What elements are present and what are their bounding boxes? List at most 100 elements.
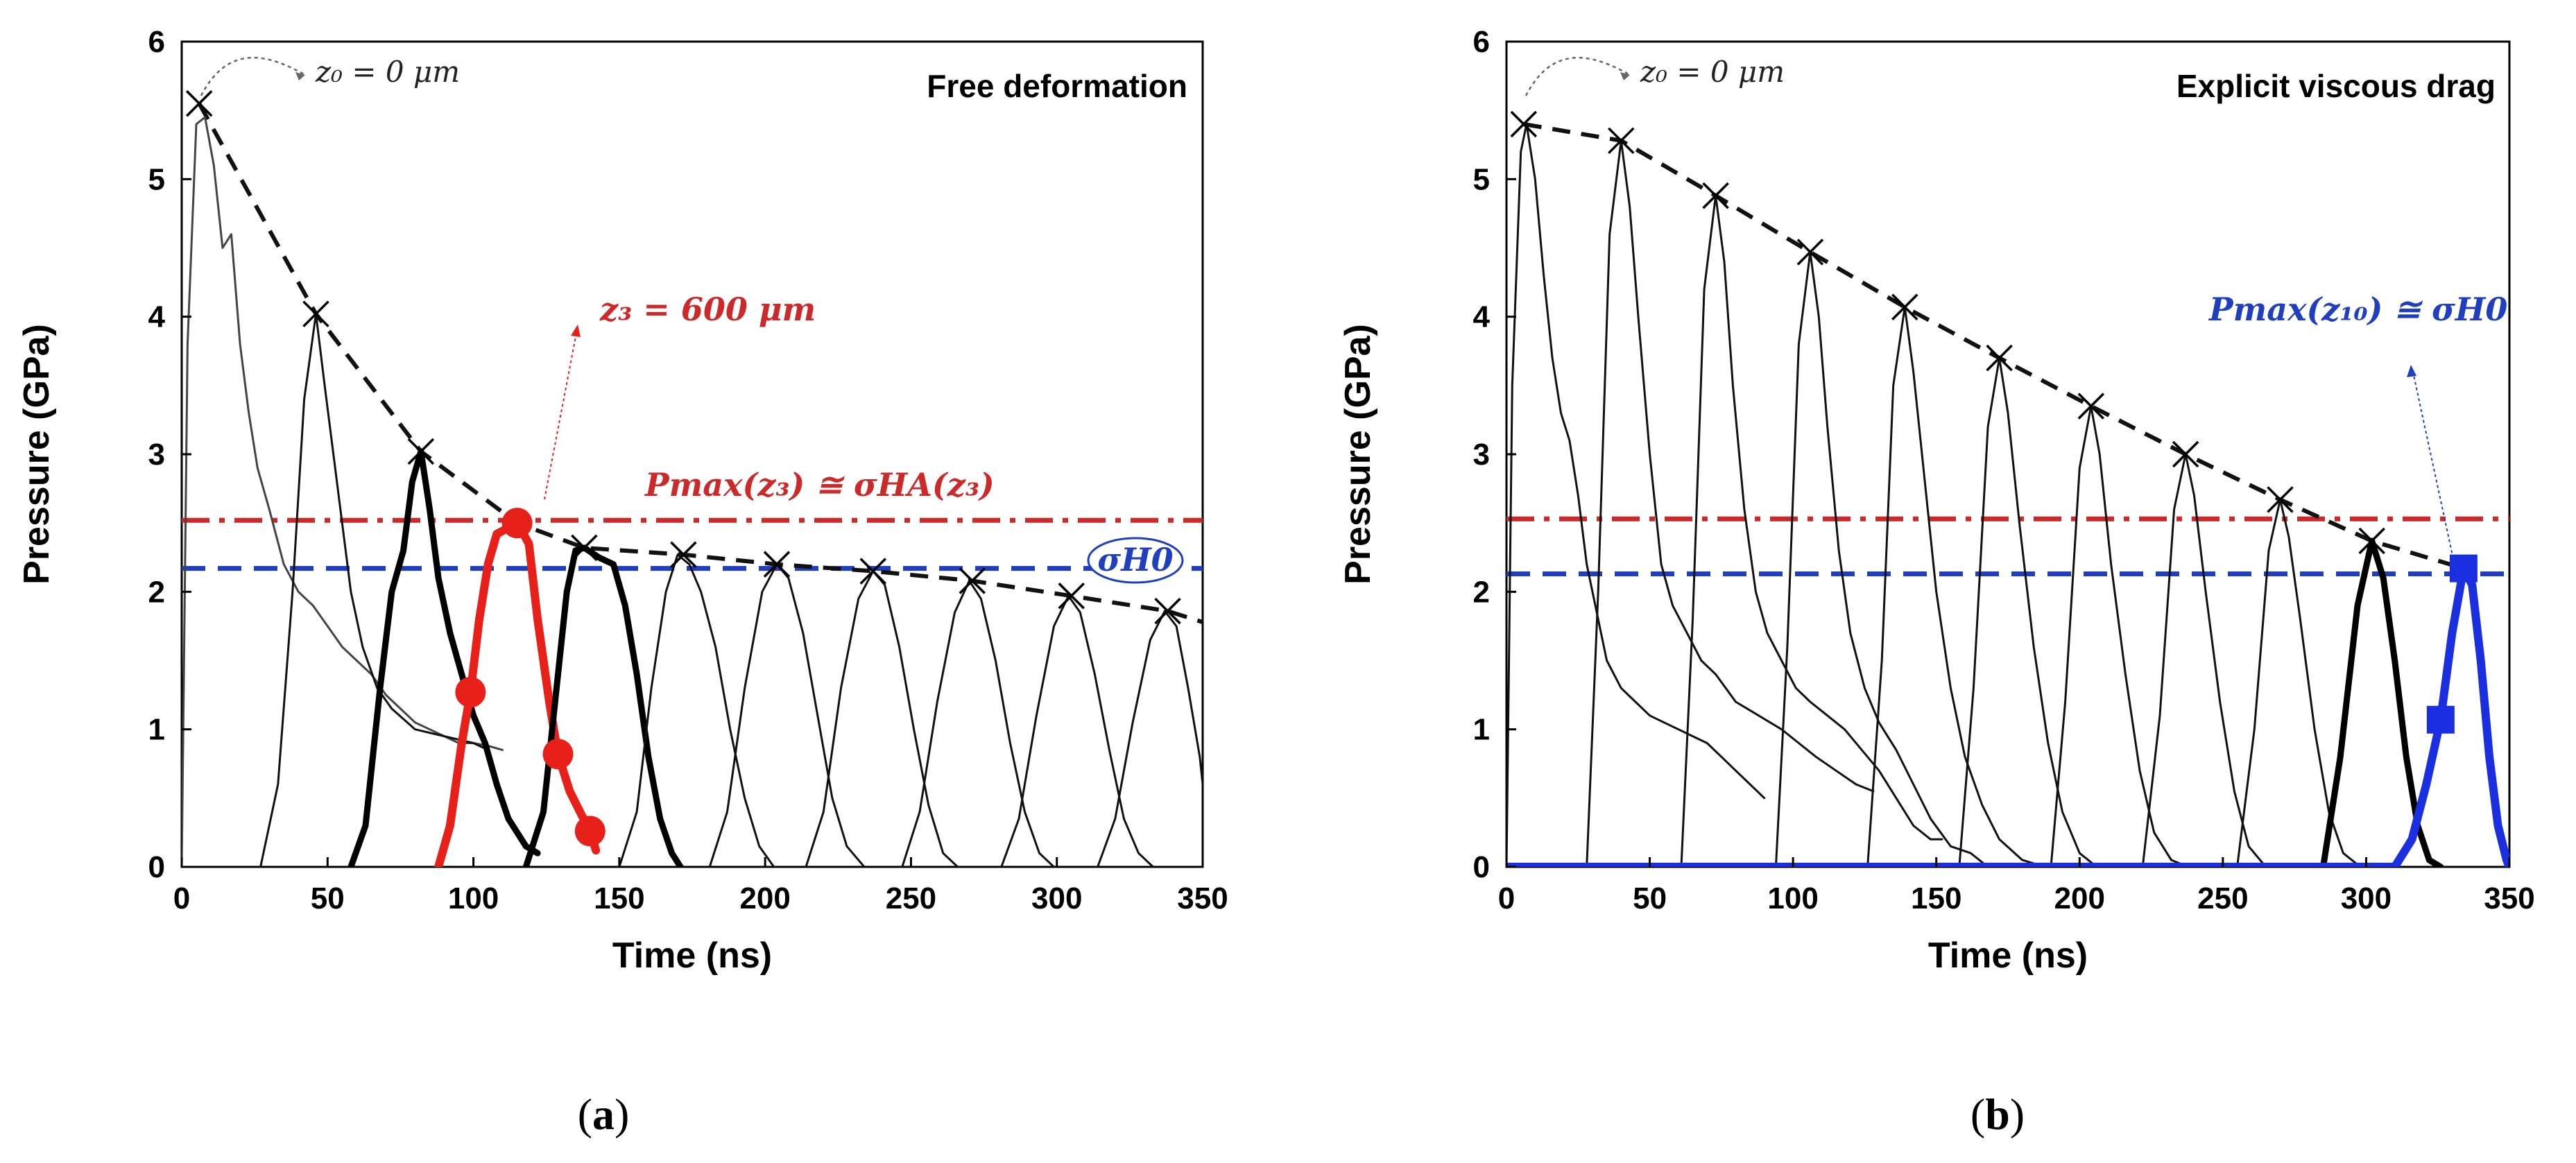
- z3-arrowhead-a: [571, 325, 581, 337]
- series-z0-line: [182, 116, 504, 867]
- x-tick-label: 300: [1031, 881, 1082, 915]
- sigma-h0-annotation-a: σH0: [1097, 541, 1173, 578]
- panel-title-b: Explicit viscous drag: [2176, 68, 2496, 104]
- y-tick-label: 3: [1473, 438, 1490, 472]
- y-tick-label: 2: [148, 575, 165, 609]
- y-tick-label: 4: [1473, 300, 1491, 334]
- series-z5-line: [618, 553, 775, 867]
- x-tick-label: 100: [448, 881, 499, 915]
- series-z4-line: [522, 544, 684, 867]
- series-z2-line: [1680, 194, 1943, 867]
- series-z3-marker: [542, 739, 574, 770]
- peak-x-marker: [1608, 127, 1635, 155]
- z0-arrow-b: [1525, 56, 1631, 96]
- series-z7-line: [2141, 453, 2267, 867]
- peak-envelope-line: [1523, 122, 2464, 571]
- y-tick-label: 0: [148, 850, 165, 884]
- z3-arrow-a: [544, 325, 578, 500]
- peak-x-marker: [407, 438, 435, 465]
- series-z6-line: [2050, 405, 2190, 867]
- x-tick-label: 250: [2197, 881, 2248, 915]
- peak-x-marker: [959, 567, 986, 594]
- peak-x-marker: [1702, 182, 1729, 209]
- series-z3-marker: [501, 508, 533, 539]
- series-z10-marker: [2426, 705, 2455, 734]
- peak-x-marker: [1058, 583, 1085, 610]
- y-tick-label: 1: [1473, 713, 1490, 747]
- x-tick-label: 150: [594, 881, 644, 915]
- x-tick-label: 50: [1633, 881, 1667, 915]
- x-tick-label: 150: [1911, 881, 1961, 915]
- series-z10-marker: [2449, 554, 2478, 583]
- z3-annotation-a: z₃ = 600 μm: [599, 291, 816, 328]
- peak-x-marker: [2267, 486, 2294, 513]
- x-tick-label: 300: [2341, 881, 2392, 915]
- peak-x-marker: [859, 558, 886, 585]
- pmax-annotation-b: Pmax(z₁₀) ≅ σH0: [2208, 291, 2507, 328]
- y-tick-label: 2: [1473, 575, 1490, 609]
- peak-envelope-line: [197, 102, 1203, 624]
- y-tick-label: 1: [148, 713, 165, 747]
- subfigure-caption-b: (b): [1970, 1089, 2025, 1139]
- subfigure-caption-a: (a): [578, 1089, 630, 1139]
- z0-annotation-b: z₀ = 0 μm: [1640, 55, 1785, 89]
- x-tick-label: 200: [2054, 881, 2105, 915]
- panel-title-a: Free deformation: [927, 68, 1187, 104]
- y-tick-label: 3: [148, 438, 165, 472]
- series-z2-line: [347, 448, 541, 867]
- z0-arrow-a: [200, 56, 306, 96]
- series-z1-line: [259, 313, 490, 867]
- x-tick-label: 350: [1177, 881, 1228, 915]
- y-axis-label-a: Pressure (GPa): [17, 324, 57, 585]
- series-z3-line: [1774, 251, 1989, 867]
- pmax-arrow-b: [2412, 368, 2461, 592]
- series-z3-marker: [455, 677, 486, 708]
- series-z8-line: [2236, 499, 2362, 867]
- peak-x-marker: [2077, 393, 2105, 420]
- series-z1-line: [1586, 139, 1875, 867]
- peak-x-marker: [185, 90, 213, 117]
- pmax-annotation-a: Pmax(z₃) ≅ σHA(z₃): [644, 466, 995, 503]
- pmax-arrowhead-b: [2407, 365, 2416, 377]
- series-z10-line: [1097, 610, 1203, 867]
- plot-frame-b: [1505, 40, 2511, 868]
- series-z8-line: [901, 580, 1055, 867]
- series-z5-line: [1958, 356, 2098, 867]
- series-z9-line: [2320, 537, 2444, 867]
- series-z3-marker: [574, 816, 606, 847]
- y-tick-label: 5: [1473, 162, 1490, 196]
- sigma-h0-badge-a: [1087, 537, 1184, 584]
- series-z7-line: [805, 570, 959, 867]
- peak-x-marker: [1796, 239, 1824, 266]
- peak-x-marker: [302, 300, 329, 327]
- x-tick-label: 50: [311, 881, 345, 915]
- peak-x-marker: [2358, 527, 2385, 555]
- series-z0-line: [1506, 123, 1766, 867]
- plot-frame-a: [180, 40, 1204, 868]
- peak-x-marker: [1154, 597, 1181, 625]
- z0-arrowhead-b: [1620, 72, 1630, 80]
- x-tick-label: 0: [1498, 881, 1515, 915]
- peak-x-marker: [1510, 110, 1538, 138]
- x-tick-label: 0: [173, 881, 190, 915]
- y-tick-label: 6: [1473, 25, 1490, 59]
- x-axis-label-a: Time (ns): [612, 936, 772, 976]
- series-z6-line: [708, 563, 866, 867]
- z0-annotation-a: z₀ = 0 μm: [315, 55, 460, 89]
- chart-panel-a: 0 50 100 150 200 250 300 350 0 1 2 3 4 5 6 Free deform…: [17, 25, 1228, 976]
- y-tick-label: 5: [148, 162, 165, 196]
- y-tick-label: 4: [148, 300, 166, 334]
- x-tick-label: 100: [1767, 881, 1818, 915]
- series-z9-line: [1000, 594, 1154, 867]
- y-tick-label: 6: [148, 25, 165, 59]
- x-axis-label-b: Time (ns): [1928, 936, 2088, 976]
- peak-x-marker: [1891, 293, 1918, 321]
- y-tick-label: 0: [1473, 850, 1490, 884]
- chart-panel-b: 0 50 100 150 200 250 300 350 0 1 2 3 4 5 6 Explicit vi…: [1338, 25, 2535, 976]
- x-tick-label: 250: [886, 881, 936, 915]
- peak-x-marker: [2172, 440, 2199, 468]
- series-z4-line: [1866, 306, 2047, 867]
- x-tick-label: 200: [739, 881, 790, 915]
- peak-x-marker: [763, 551, 791, 578]
